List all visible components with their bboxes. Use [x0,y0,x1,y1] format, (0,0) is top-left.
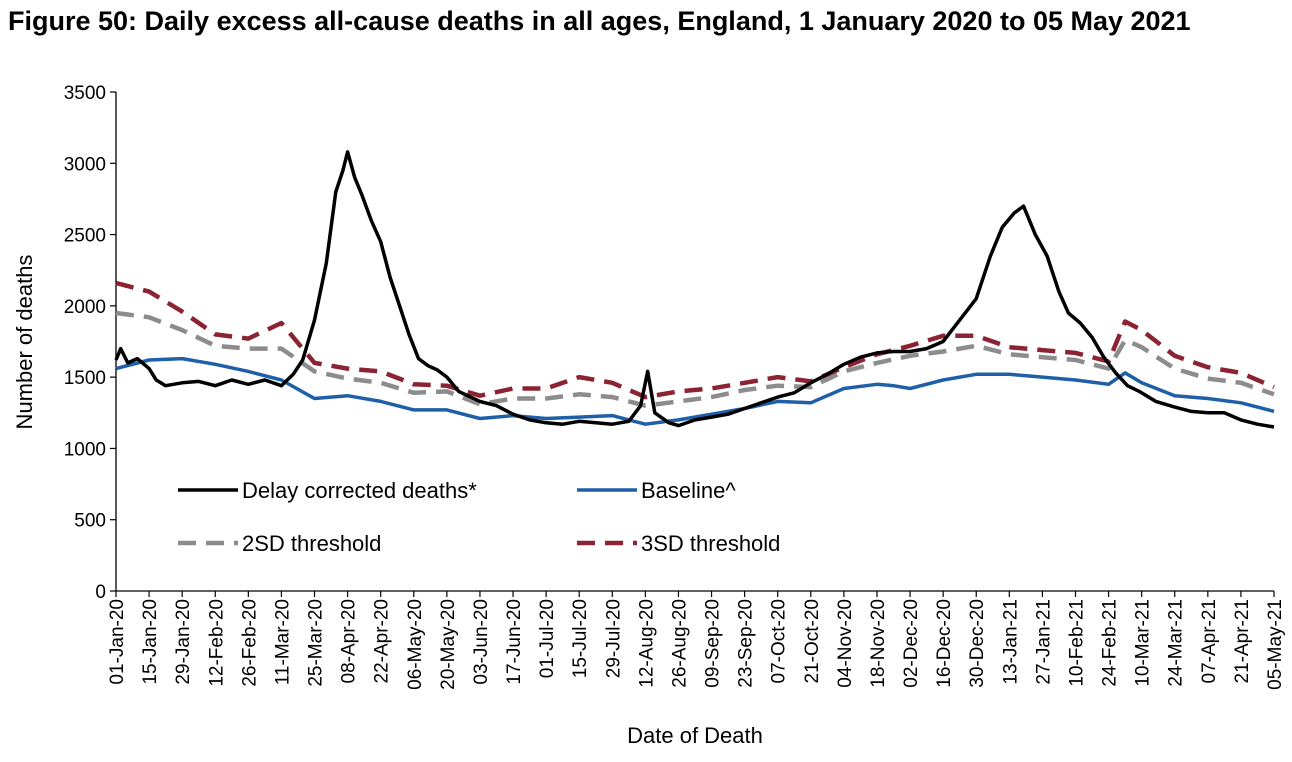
x-tick-label: 30-Dec-20 [967,599,988,688]
x-tick-label: 04-Nov-20 [835,599,856,688]
x-tick-label: 08-Apr-20 [339,599,360,684]
x-tick-label: 29-Jul-20 [603,599,624,678]
x-tick-label: 24-Mar-21 [1166,599,1187,687]
x-tick-label: 18-Nov-20 [868,599,889,688]
x-tick-label: 03-Jun-20 [471,599,492,685]
x-tick-label: 21-Oct-20 [802,599,823,683]
x-tick-label: 16-Dec-20 [934,599,955,688]
x-tick-label: 15-Jul-20 [570,599,591,678]
x-tick-label: 22-Apr-20 [372,599,393,684]
legend-label-1: Baseline^ [641,478,736,503]
y-tick-label: 1000 [64,439,106,460]
x-tick-label: 15-Jan-20 [140,599,161,685]
x-tick-label: 07-Apr-21 [1199,599,1220,684]
x-tick-label: 10-Feb-21 [1066,599,1087,687]
x-tick-label: 09-Sep-20 [703,599,724,688]
x-tick-label: 26-Feb-20 [239,599,260,687]
series-line-1 [115,356,1275,426]
x-tick-label: 01-Jan-20 [107,599,128,685]
x-tick-label: 06-May-20 [405,599,426,690]
y-tick-label: 3000 [64,154,106,175]
legend-label-3: 3SD threshold [641,531,780,556]
series-line-2 [115,310,1275,408]
y-tick-label: 2000 [64,297,106,318]
x-tick-label: 11-Mar-20 [272,599,293,685]
x-tick-label: 20-May-20 [438,599,459,690]
x-tick-label: 12-Feb-20 [206,599,227,687]
legend-label-2: 2SD threshold [242,531,381,556]
chart-axes: 0 500 1000 1500 2000 2500 3000 3500 01-Jan-20 15-… [64,83,1286,690]
y-tick-label: 500 [74,511,106,532]
y-tick-label: 2500 [64,226,106,247]
x-tick-label: 05-May-21 [1265,599,1286,690]
x-tick-label: 24-Feb-21 [1100,599,1121,687]
chart-series [114,150,1275,429]
x-tick-label: 26-Aug-20 [669,599,690,688]
y-tick-label: 0 [95,582,106,603]
chart-legend: Delay corrected deaths* Baseline^ 2SD thre… [178,478,780,556]
legend-label-0: Delay corrected deaths* [242,478,477,503]
x-tick-label: 17-Jun-20 [504,599,525,685]
x-tick-label: 13-Jan-21 [1000,599,1021,685]
x-tick-label: 01-Jul-20 [537,599,558,678]
figure-title: Figure 50: Daily excess all-cause deaths… [8,6,1191,36]
y-axis-label: Number of deaths [12,255,37,430]
x-tick-label: 27-Jan-21 [1033,599,1054,685]
x-tick-label: 23-Sep-20 [736,599,757,688]
x-tick-label: 02-Dec-20 [901,599,922,688]
x-tick-label: 10-Mar-21 [1133,599,1154,687]
y-tick-label: 1500 [64,368,106,389]
y-tick-label: 3500 [64,83,106,104]
x-tick-label: 29-Jan-20 [173,599,194,685]
series-line-0 [114,150,1275,429]
x-tick-label: 12-Aug-20 [636,599,657,688]
x-tick-label: 07-Oct-20 [769,599,790,683]
x-tick-label: 25-Mar-20 [306,599,327,687]
x-tick-label: 21-Apr-21 [1232,599,1253,684]
x-axis-label: Date of Death [627,723,763,748]
